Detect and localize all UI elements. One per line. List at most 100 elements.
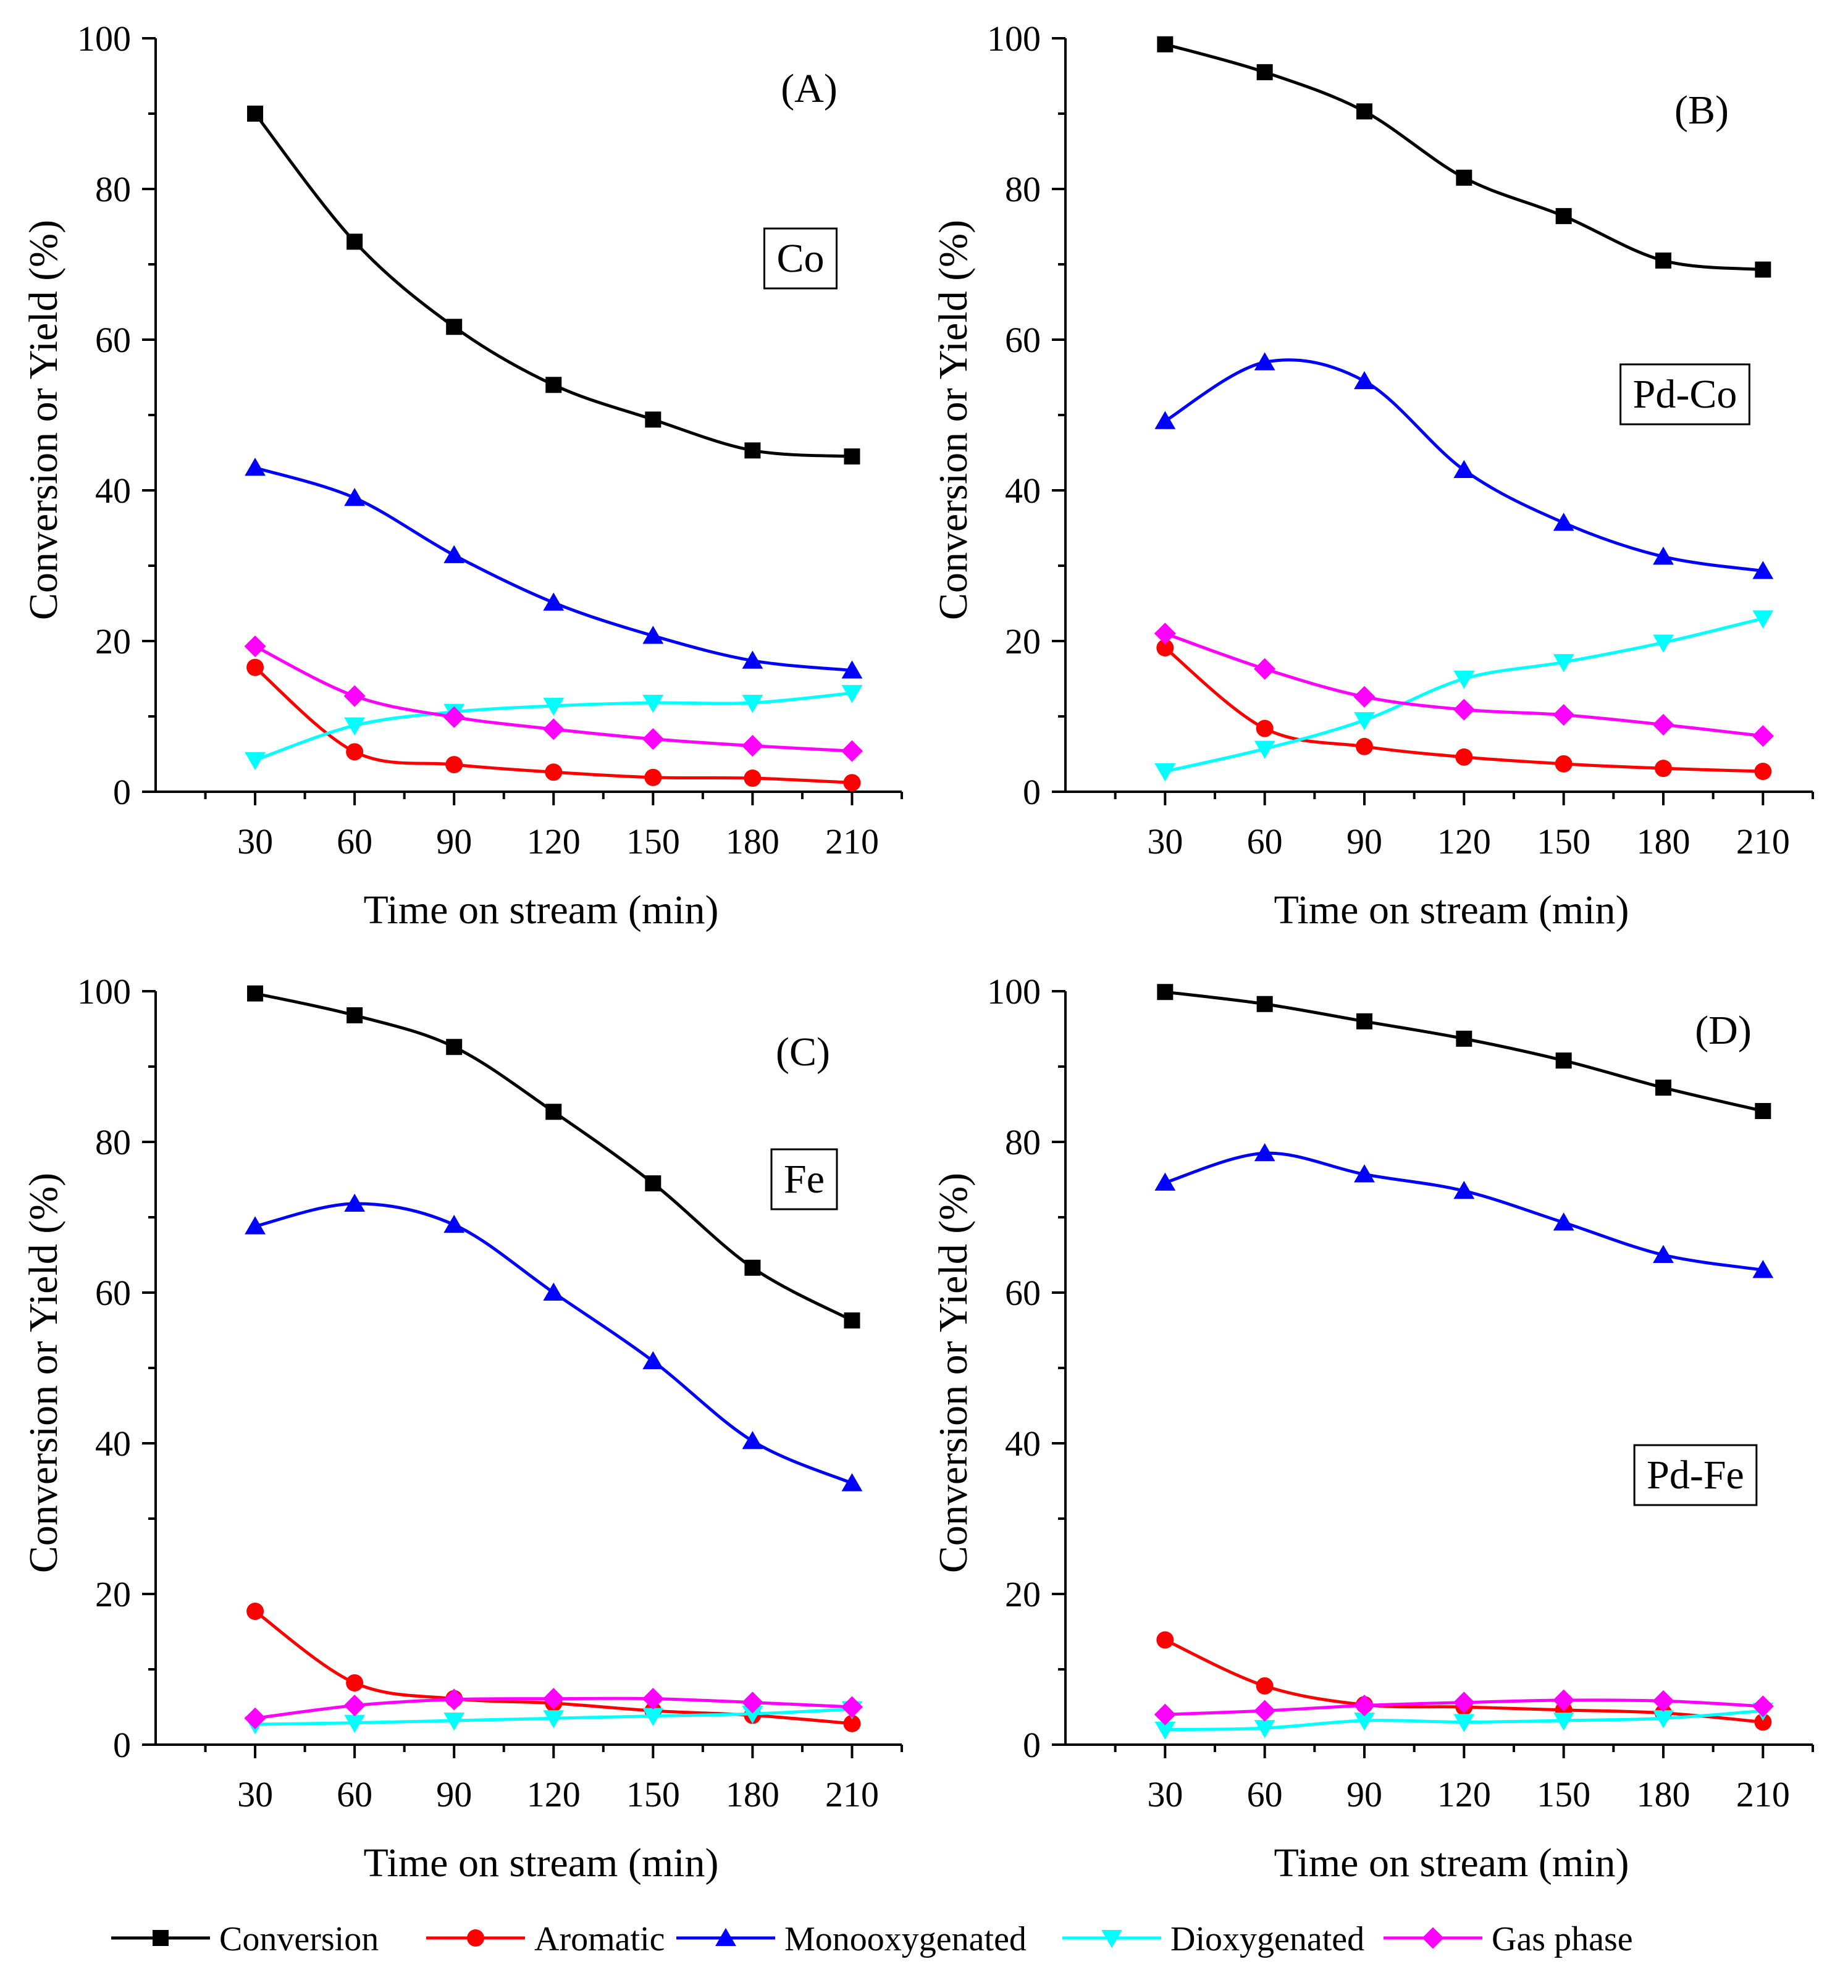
data-point bbox=[1655, 252, 1671, 269]
series-gas-phase bbox=[1154, 623, 1774, 747]
data-point bbox=[1755, 261, 1771, 278]
legend-marker bbox=[153, 1930, 169, 1946]
catalyst-label-box bbox=[1619, 363, 1750, 426]
y-tick-label: 60 bbox=[95, 1273, 131, 1313]
x-axis-title: Time on stream (min) bbox=[363, 887, 718, 933]
series-line bbox=[1165, 990, 1763, 1113]
data-point bbox=[1653, 634, 1674, 653]
x-tick-label: 90 bbox=[436, 1774, 472, 1814]
legend-label: Monooxygenated bbox=[784, 1920, 1027, 1958]
legend-marker bbox=[1422, 1927, 1444, 1949]
y-tick-label: 60 bbox=[1005, 320, 1041, 360]
data-point bbox=[1455, 748, 1473, 766]
chart-panel-2: 0 20 40 60 80 100 30 60 90 120 150 180 210 Time on st… bbox=[21, 971, 903, 1885]
data-point bbox=[346, 1674, 364, 1692]
series-aromatic bbox=[1156, 639, 1772, 781]
data-point bbox=[1653, 1710, 1674, 1729]
data-point bbox=[1353, 1695, 1376, 1717]
y-tick-label: 0 bbox=[113, 1725, 131, 1765]
y-tick-label: 40 bbox=[95, 471, 131, 511]
x-tick-label: 30 bbox=[1147, 1774, 1183, 1814]
data-point bbox=[1156, 639, 1174, 656]
x-tick-label: 150 bbox=[626, 1774, 680, 1814]
data-point bbox=[545, 763, 563, 781]
data-point bbox=[343, 1695, 366, 1717]
data-point bbox=[1254, 658, 1276, 680]
data-point bbox=[244, 635, 266, 658]
data-point bbox=[1254, 352, 1275, 371]
x-tick-label: 210 bbox=[825, 821, 879, 862]
data-point bbox=[545, 1104, 562, 1120]
data-point bbox=[1456, 169, 1472, 186]
data-point bbox=[1356, 737, 1373, 755]
data-point bbox=[1353, 686, 1376, 708]
data-point bbox=[1354, 371, 1375, 390]
x-axis-title: Time on stream (min) bbox=[1274, 1840, 1629, 1885]
data-point bbox=[443, 706, 465, 728]
catalyst-label-box bbox=[763, 227, 838, 290]
data-point bbox=[843, 1714, 861, 1732]
data-point bbox=[545, 377, 562, 393]
series-conversion bbox=[247, 985, 860, 1329]
legend-item: Gas phase bbox=[1384, 1920, 1633, 1958]
legend-item: Conversion bbox=[111, 1920, 379, 1958]
x-tick-label: 180 bbox=[726, 1774, 779, 1814]
legend-item: Monooxygenated bbox=[676, 1920, 1027, 1958]
x-tick-label: 150 bbox=[1537, 821, 1590, 862]
data-point bbox=[1156, 1631, 1174, 1649]
data-point bbox=[1553, 654, 1574, 673]
data-point bbox=[1553, 704, 1575, 726]
data-point bbox=[642, 1351, 664, 1370]
legend-marker bbox=[715, 1927, 736, 1946]
x-tick-label: 180 bbox=[1637, 1774, 1690, 1814]
data-point bbox=[344, 717, 366, 736]
x-tick-label: 60 bbox=[337, 1774, 372, 1814]
x-tick-label: 60 bbox=[1247, 1774, 1283, 1814]
y-tick-label: 80 bbox=[95, 169, 131, 209]
y-tick-label: 40 bbox=[1005, 1424, 1041, 1464]
data-point bbox=[1655, 1080, 1671, 1096]
data-point bbox=[245, 1216, 266, 1235]
data-point bbox=[1555, 755, 1573, 773]
y-tick-label: 0 bbox=[1023, 772, 1041, 812]
data-point bbox=[741, 735, 763, 757]
data-point bbox=[1354, 712, 1375, 731]
data-point bbox=[446, 319, 463, 335]
x-tick-label: 180 bbox=[726, 821, 779, 862]
data-point bbox=[1754, 763, 1772, 781]
legend-item: Dioxygenated bbox=[1062, 1920, 1364, 1958]
panel-tag: (A) bbox=[781, 66, 838, 111]
data-point bbox=[741, 1692, 763, 1714]
data-point bbox=[344, 1714, 366, 1733]
series-monooxygenated bbox=[245, 458, 863, 679]
y-axis-title: Conversion or Yield (%) bbox=[931, 1173, 976, 1573]
x-tick-label: 90 bbox=[436, 821, 472, 862]
y-tick-label: 80 bbox=[1005, 1122, 1041, 1162]
data-point bbox=[1652, 713, 1674, 736]
data-point bbox=[1655, 760, 1672, 778]
data-point bbox=[645, 1175, 662, 1192]
y-axis-title: Conversion or Yield (%) bbox=[931, 220, 976, 620]
data-point bbox=[642, 1708, 664, 1726]
catalyst-label: Pd-Fe bbox=[1647, 1453, 1744, 1498]
y-tick-label: 80 bbox=[1005, 169, 1041, 209]
y-tick-label: 40 bbox=[95, 1424, 131, 1464]
data-point bbox=[1157, 36, 1174, 52]
data-point bbox=[841, 660, 863, 679]
chart-panel-3: 0 20 40 60 80 100 30 60 90 120 150 180 210 Time on st… bbox=[931, 971, 1814, 1885]
y-tick-label: 80 bbox=[95, 1122, 131, 1162]
legend-label: Gas phase bbox=[1492, 1920, 1633, 1958]
x-tick-label: 210 bbox=[1736, 821, 1790, 862]
series-monooxygenated bbox=[1154, 1143, 1774, 1278]
y-tick-label: 0 bbox=[1023, 1725, 1041, 1765]
series-dioxygenated bbox=[1154, 610, 1774, 782]
data-point bbox=[642, 695, 664, 713]
data-point bbox=[843, 774, 861, 792]
legend-item: Aromatic bbox=[426, 1920, 665, 1958]
data-point bbox=[742, 650, 763, 669]
panel-tag: (B) bbox=[1674, 88, 1729, 133]
catalyst-label-box bbox=[770, 1148, 838, 1210]
data-point bbox=[1256, 1677, 1274, 1695]
data-point bbox=[445, 756, 463, 774]
data-point bbox=[344, 1193, 366, 1212]
